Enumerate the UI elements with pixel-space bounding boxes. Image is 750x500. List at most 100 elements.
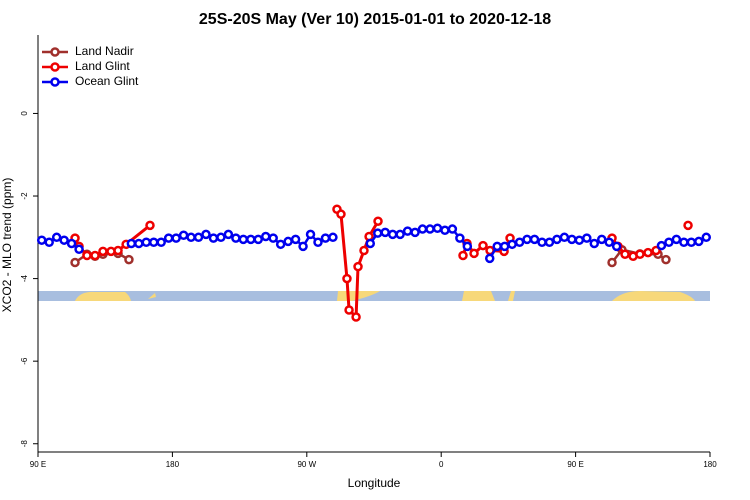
y-tick-label: 0 <box>20 111 29 116</box>
legend-marker <box>50 77 60 87</box>
point <box>44 237 54 248</box>
x-tick-label: 90 E <box>567 460 583 469</box>
point <box>522 234 532 245</box>
x-tick-label: 90 W <box>297 460 316 469</box>
point <box>238 234 249 245</box>
map-strip <box>38 291 710 301</box>
point <box>574 235 585 245</box>
point <box>275 239 286 250</box>
point <box>201 229 211 240</box>
y-axis-label: XCO2 - MLO trend (ppm) <box>0 178 14 313</box>
point <box>141 237 152 248</box>
point <box>373 216 383 226</box>
point <box>208 233 219 243</box>
point <box>145 220 155 231</box>
point <box>552 234 562 245</box>
point <box>499 241 510 252</box>
point <box>656 240 667 251</box>
point <box>425 224 435 234</box>
x-tick-label: 0 <box>439 460 444 469</box>
point <box>36 235 47 245</box>
point <box>313 237 323 248</box>
point <box>432 223 443 233</box>
point <box>544 237 555 248</box>
point <box>484 253 495 264</box>
y-tick-label: -8 <box>20 440 29 448</box>
point <box>455 233 465 243</box>
point <box>559 232 570 243</box>
point <box>342 273 352 284</box>
y-tick-label: -4 <box>20 274 29 282</box>
point <box>651 245 661 256</box>
point <box>701 232 712 243</box>
point <box>328 232 338 243</box>
point <box>664 237 674 248</box>
point <box>365 238 376 249</box>
point <box>661 254 671 265</box>
point <box>507 239 517 250</box>
point <box>380 227 390 238</box>
point <box>59 235 69 245</box>
x-tick-label: 180 <box>166 460 180 469</box>
point <box>514 237 525 248</box>
point <box>686 237 697 248</box>
point <box>589 238 600 249</box>
legend-label: Land Nadir <box>75 44 134 58</box>
point <box>440 225 450 236</box>
point <box>134 238 144 249</box>
point <box>70 257 80 268</box>
point <box>582 233 592 243</box>
point <box>344 305 354 315</box>
x-tick-label: 180 <box>703 460 717 469</box>
point <box>148 237 159 248</box>
point <box>671 234 682 245</box>
point <box>478 240 488 251</box>
point <box>163 233 174 243</box>
point <box>126 238 137 249</box>
point <box>231 233 241 243</box>
point <box>607 257 617 268</box>
legend-label: Land Glint <box>75 59 130 73</box>
point <box>683 220 693 231</box>
point <box>223 229 234 240</box>
point <box>320 233 331 243</box>
point <box>336 209 346 219</box>
y-tick-label: -2 <box>20 192 29 200</box>
x-axis-label: Longitude <box>348 476 401 490</box>
point <box>387 229 398 240</box>
legend-marker <box>50 47 60 57</box>
point <box>604 237 614 248</box>
point <box>395 229 405 240</box>
legend-marker <box>50 62 60 72</box>
point <box>679 237 689 248</box>
point <box>156 237 166 248</box>
point <box>353 261 363 272</box>
point <box>694 236 704 247</box>
legend-label: Ocean Glint <box>75 74 139 88</box>
point <box>372 228 383 238</box>
point <box>124 254 134 265</box>
x-tick-label: 90 E <box>30 460 46 469</box>
point <box>620 249 630 259</box>
point <box>529 234 540 245</box>
point <box>260 231 271 242</box>
point <box>410 227 420 238</box>
chart-title: 25S-20S May (Ver 10) 2015-01-01 to 2020-… <box>199 11 551 28</box>
point <box>216 232 226 243</box>
y-tick-label: -6 <box>20 357 29 365</box>
point <box>643 247 653 258</box>
point <box>283 236 293 247</box>
point <box>290 234 301 245</box>
point <box>567 234 577 245</box>
point <box>298 241 308 252</box>
point <box>462 241 473 252</box>
point <box>193 232 204 243</box>
point <box>90 250 100 261</box>
point <box>51 232 62 243</box>
point <box>611 241 622 252</box>
point <box>82 250 92 261</box>
point <box>417 224 428 234</box>
point <box>113 245 123 256</box>
point <box>492 241 502 252</box>
